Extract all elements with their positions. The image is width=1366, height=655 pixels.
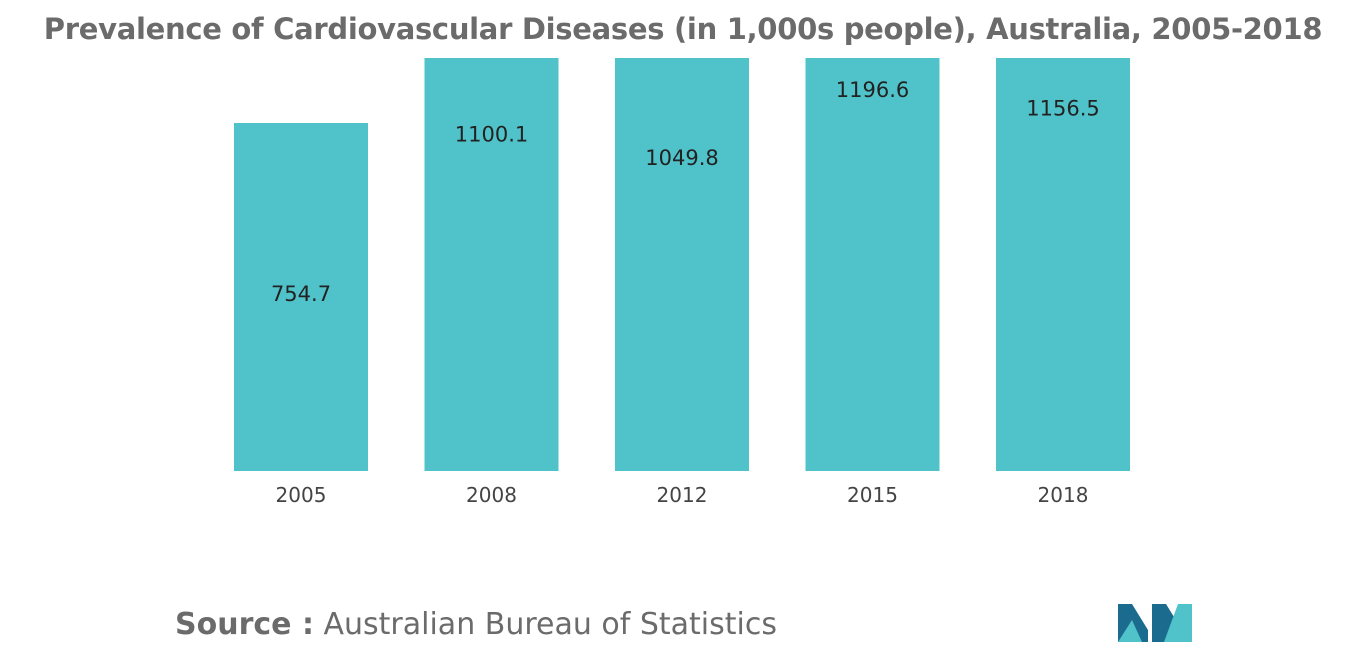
bar-2015 xyxy=(805,58,940,471)
x-tick-2018: 2018 xyxy=(1038,483,1089,507)
data-label-2008: 1100.1 xyxy=(455,123,528,147)
bars-group xyxy=(234,58,1130,471)
data-label-2012: 1049.8 xyxy=(645,146,718,170)
source-text: Australian Bureau of Statistics xyxy=(313,607,777,642)
data-label-2018: 1156.5 xyxy=(1026,97,1099,121)
bar-2018 xyxy=(996,58,1130,471)
x-tick-2005: 2005 xyxy=(276,483,327,507)
source-label: Source : xyxy=(175,607,314,642)
source-note: Source : Australian Bureau of Statistics xyxy=(175,607,777,642)
bar-2005 xyxy=(234,123,368,471)
x-tick-2012: 2012 xyxy=(657,483,708,507)
tick-labels-group: 2005 2008 2012 2015 2018 xyxy=(276,483,1089,507)
logo-shape-4 xyxy=(1164,604,1192,642)
data-label-2015: 1196.6 xyxy=(836,78,909,102)
data-labels-group: 754.7 1100.1 1049.8 1196.6 1156.5 xyxy=(271,78,1100,306)
logo-shape-2 xyxy=(1118,620,1142,642)
bar-2008 xyxy=(424,58,559,471)
x-tick-2015: 2015 xyxy=(847,483,898,507)
mordor-logo xyxy=(1118,604,1192,642)
chart-title: Prevalence of Cardiovascular Diseases (i… xyxy=(43,12,1323,46)
bar-2012 xyxy=(615,58,749,471)
data-label-2005: 754.7 xyxy=(271,282,331,306)
x-tick-2008: 2008 xyxy=(466,483,517,507)
